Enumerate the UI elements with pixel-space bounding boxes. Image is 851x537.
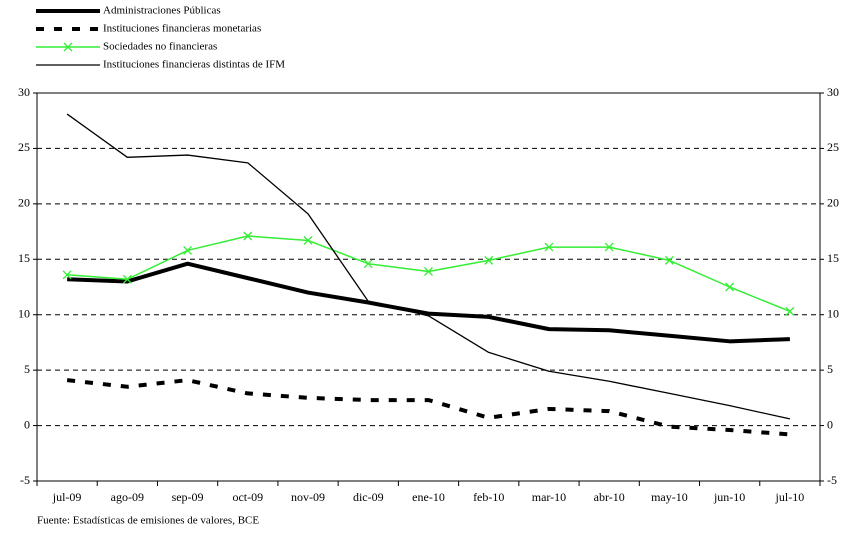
y2-tick-label: 25 (827, 140, 839, 154)
x-tick-label: jul-09 (52, 490, 82, 504)
x-tick-label: sep-09 (172, 490, 204, 504)
x-tick-label: feb-10 (473, 490, 504, 504)
y-tick-label: 10 (18, 306, 30, 320)
legend-label: Sociedades no financieras (103, 41, 217, 53)
data-marker (363, 259, 373, 269)
y2-tick-label: 5 (827, 362, 833, 376)
y-tick-label: 5 (24, 362, 30, 376)
legend-label: Administraciones Públicas (103, 5, 221, 17)
y2-tick-label: 0 (827, 417, 833, 431)
y-tick-label: 0 (24, 417, 30, 431)
x-tick-label: jul-10 (775, 490, 805, 504)
y-tick-label: -5 (20, 473, 30, 487)
x-tick-label: ago-09 (111, 490, 144, 504)
y-tick-label: 20 (18, 196, 30, 210)
source-note: Fuente: Estadísticas de emisiones de val… (37, 515, 259, 527)
data-marker (243, 231, 253, 241)
y2-tick-label: 30 (827, 85, 839, 99)
legend-marker (63, 42, 73, 52)
data-marker (664, 255, 674, 265)
y2-tick-label: 15 (827, 251, 839, 265)
data-marker (604, 242, 614, 252)
data-marker (785, 306, 795, 316)
y2-tick-label: -5 (827, 473, 837, 487)
x-tick-label: may-10 (651, 490, 688, 504)
data-marker (484, 255, 494, 265)
data-marker (62, 270, 72, 280)
y2-tick-label: 20 (827, 196, 839, 210)
x-tick-label: nov-09 (291, 490, 325, 504)
x-tick-label: dic-09 (353, 490, 384, 504)
data-marker (725, 282, 735, 292)
data-marker (183, 245, 193, 255)
data-marker (544, 242, 554, 252)
legend-label: Instituciones financieras monetarias (103, 23, 261, 35)
legend-label: Instituciones financieras distintas de I… (103, 59, 285, 71)
series-line (67, 261, 790, 344)
series-line (67, 235, 791, 313)
plot-frame (36, 92, 821, 482)
x-tick-label: ene-10 (412, 490, 445, 504)
x-tick-label: jun-10 (713, 490, 745, 504)
y-tick-label: 30 (18, 85, 30, 99)
data-marker (122, 274, 132, 284)
data-marker (303, 235, 313, 245)
y-tick-label: 25 (18, 140, 30, 154)
x-tick-label: mar-10 (532, 490, 566, 504)
series-line (66, 113, 791, 420)
x-tick-label: abr-10 (594, 490, 625, 504)
y2-tick-label: 10 (827, 306, 839, 320)
x-tick-label: oct-09 (232, 490, 263, 504)
series-line (66, 378, 791, 437)
y-tick-label: 15 (18, 251, 30, 265)
data-marker (424, 267, 433, 276)
